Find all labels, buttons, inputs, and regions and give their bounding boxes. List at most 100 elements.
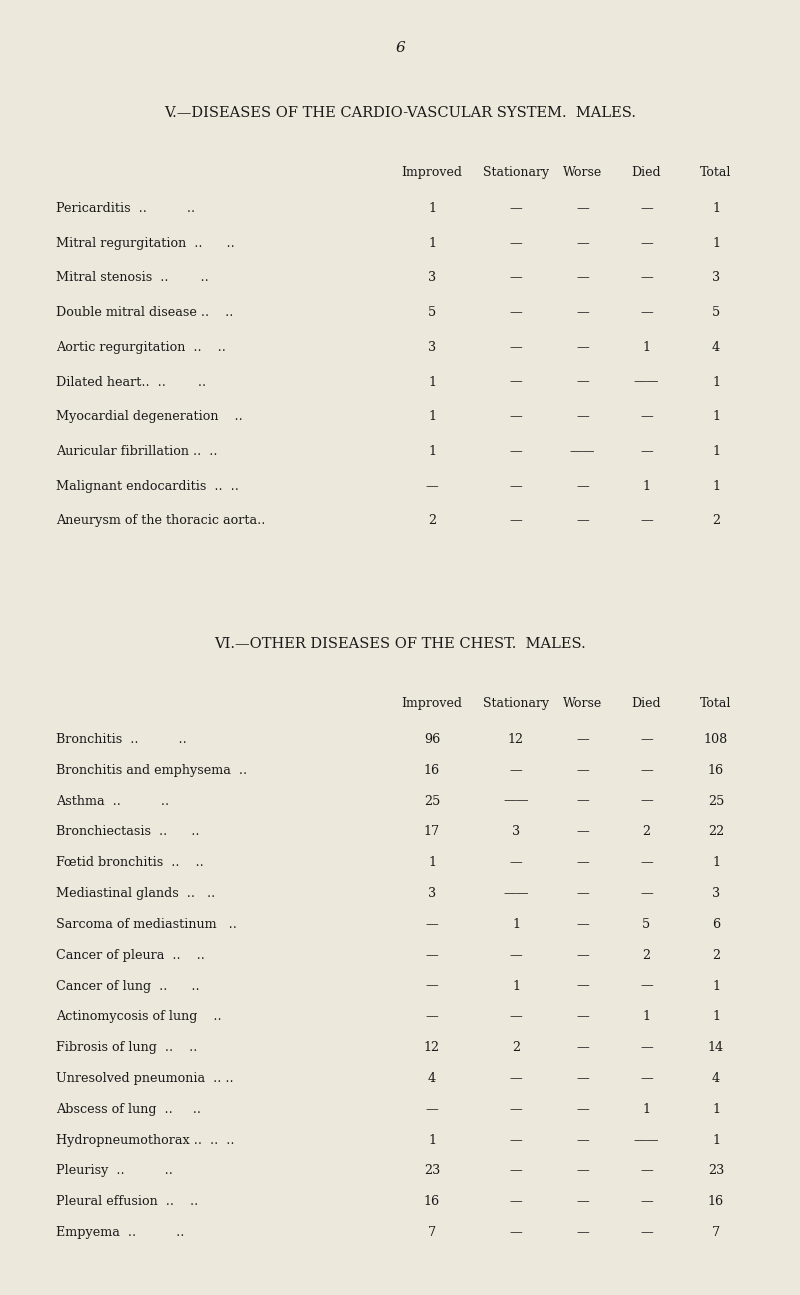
Text: 1: 1 [428,237,436,250]
Text: —: — [576,1103,589,1116]
Text: Cancer of pleura  ..    ..: Cancer of pleura .. .. [56,949,205,962]
Text: —: — [640,1226,653,1239]
Text: 2: 2 [642,825,650,838]
Text: —: — [510,237,522,250]
Text: 96: 96 [424,733,440,746]
Text: —: — [576,856,589,869]
Text: Pleurisy  ..          ..: Pleurisy .. .. [56,1164,173,1177]
Text: —: — [510,1010,522,1023]
Text: ——: —— [634,376,659,388]
Text: Died: Died [631,166,662,179]
Text: —: — [640,1072,653,1085]
Text: 1: 1 [712,979,720,992]
Text: 1: 1 [712,445,720,458]
Text: —: — [576,764,589,777]
Text: —: — [510,514,522,527]
Text: Total: Total [700,697,732,710]
Text: Total: Total [700,166,732,179]
Text: 1: 1 [712,856,720,869]
Text: Improved: Improved [402,697,462,710]
Text: Bronchitis  ..          ..: Bronchitis .. .. [56,733,186,746]
Text: —: — [426,1103,438,1116]
Text: —: — [510,1195,522,1208]
Text: 25: 25 [708,795,724,808]
Text: 5: 5 [428,306,436,319]
Text: —: — [576,411,589,423]
Text: Stationary: Stationary [483,697,549,710]
Text: 14: 14 [708,1041,724,1054]
Text: 5: 5 [712,306,720,319]
Text: Asthma  ..          ..: Asthma .. .. [56,795,169,808]
Text: 1: 1 [428,376,436,388]
Text: 23: 23 [708,1164,724,1177]
Text: —: — [576,1072,589,1085]
Text: Sarcoma of mediastinum   ..: Sarcoma of mediastinum .. [56,918,237,931]
Text: 1: 1 [642,341,650,354]
Text: —: — [510,272,522,285]
Text: 6: 6 [712,918,720,931]
Text: Worse: Worse [562,697,602,710]
Text: —: — [640,514,653,527]
Text: 17: 17 [424,825,440,838]
Text: 23: 23 [424,1164,440,1177]
Text: —: — [510,306,522,319]
Text: Died: Died [631,697,662,710]
Text: —: — [576,376,589,388]
Text: 22: 22 [708,825,724,838]
Text: 3: 3 [428,341,436,354]
Text: 1: 1 [712,1010,720,1023]
Text: Fibrosis of lung  ..    ..: Fibrosis of lung .. .. [56,1041,198,1054]
Text: 16: 16 [708,1195,724,1208]
Text: 1: 1 [428,856,436,869]
Text: Cancer of lung  ..      ..: Cancer of lung .. .. [56,979,200,992]
Text: ——: —— [634,1133,659,1146]
Text: Improved: Improved [402,166,462,179]
Text: 1: 1 [512,979,520,992]
Text: —: — [510,1226,522,1239]
Text: —: — [640,202,653,215]
Text: 3: 3 [428,272,436,285]
Text: —: — [576,237,589,250]
Text: —: — [426,1010,438,1023]
Text: 2: 2 [712,514,720,527]
Text: —: — [576,1133,589,1146]
Text: Stationary: Stationary [483,166,549,179]
Text: 3: 3 [712,887,720,900]
Text: 16: 16 [424,1195,440,1208]
Text: 1: 1 [642,1103,650,1116]
Text: Malignant endocarditis  ..  ..: Malignant endocarditis .. .. [56,479,239,492]
Text: 1: 1 [512,918,520,931]
Text: 3: 3 [428,887,436,900]
Text: —: — [576,795,589,808]
Text: 1: 1 [712,376,720,388]
Text: 1: 1 [428,445,436,458]
Text: —: — [640,445,653,458]
Text: Fœtid bronchitis  ..    ..: Fœtid bronchitis .. .. [56,856,204,869]
Text: —: — [576,341,589,354]
Text: —: — [426,979,438,992]
Text: Mitral regurgitation  ..      ..: Mitral regurgitation .. .. [56,237,234,250]
Text: —: — [576,825,589,838]
Text: 7: 7 [712,1226,720,1239]
Text: —: — [576,272,589,285]
Text: Pleural effusion  ..    ..: Pleural effusion .. .. [56,1195,198,1208]
Text: 4: 4 [712,341,720,354]
Text: —: — [576,1195,589,1208]
Text: 7: 7 [428,1226,436,1239]
Text: —: — [576,887,589,900]
Text: Myocardial degeneration    ..: Myocardial degeneration .. [56,411,242,423]
Text: —: — [640,411,653,423]
Text: 1: 1 [428,411,436,423]
Text: —: — [510,376,522,388]
Text: ——: —— [570,445,595,458]
Text: —: — [640,306,653,319]
Text: —: — [576,1010,589,1023]
Text: 1: 1 [712,479,720,492]
Text: Bronchiectasis  ..      ..: Bronchiectasis .. .. [56,825,199,838]
Text: Dilated heart..  ..        ..: Dilated heart.. .. .. [56,376,206,388]
Text: —: — [510,411,522,423]
Text: 1: 1 [712,411,720,423]
Text: —: — [510,1133,522,1146]
Text: —: — [576,733,589,746]
Text: 5: 5 [642,918,650,931]
